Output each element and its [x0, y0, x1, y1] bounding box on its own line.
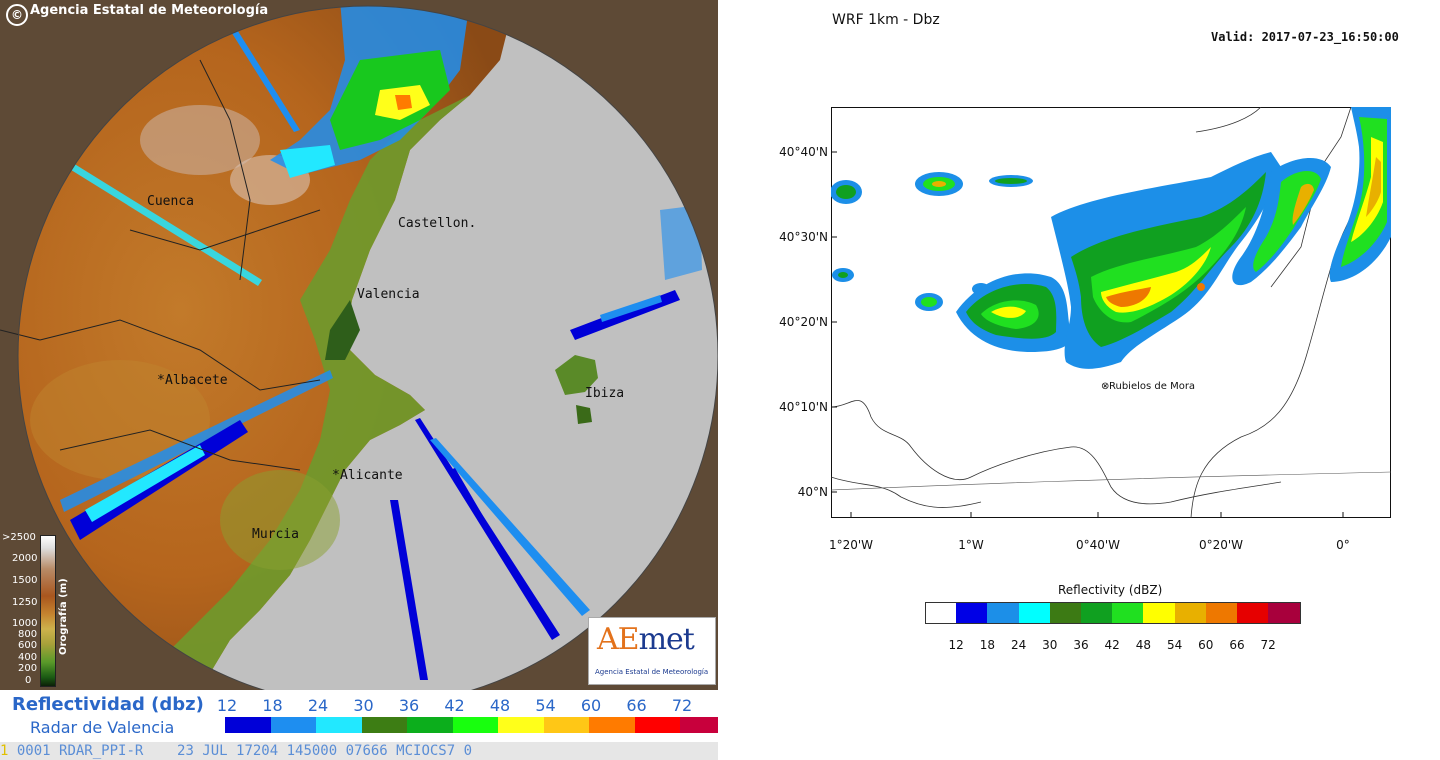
- radar-legend-title: Reflectividad (dbz): [12, 694, 204, 715]
- x-tick-label: 0°20'W: [1198, 538, 1244, 552]
- elevation-scale-label: Orografía (m): [58, 578, 69, 655]
- colorbar-swatch: [956, 602, 990, 624]
- y-tick-label: 40°10'N: [779, 400, 828, 414]
- radar-legend-value: 36: [398, 696, 420, 715]
- colorbar-value: 66: [1229, 638, 1245, 652]
- colorbar-value: 54: [1166, 638, 1183, 652]
- radar-legend-swatch: [270, 717, 317, 733]
- city-label-valencia: Valencia: [357, 287, 420, 302]
- colorbar-value: 24: [1010, 638, 1027, 652]
- colorbar-value: 12: [948, 638, 964, 652]
- colorbar-swatch: [1018, 602, 1052, 624]
- colorbar-swatch: [1049, 602, 1083, 624]
- city-label-castellon: Castellon.: [398, 216, 477, 231]
- x-tick-label: 1°20'W: [828, 538, 874, 552]
- city-label-murcia: Murcia: [252, 527, 299, 542]
- colorbar-swatch: [987, 602, 1021, 624]
- colorbar-value: 30: [1042, 638, 1058, 652]
- elev-tick: 1500: [12, 575, 38, 586]
- radar-legend-value: 54: [535, 696, 556, 715]
- colorbar-value: 42: [1104, 638, 1120, 652]
- radar-legend-swatch: [361, 717, 408, 733]
- radar-legend-swatch: [498, 717, 544, 733]
- y-tick-label: 40°30'N: [779, 230, 828, 244]
- wrf-title: WRF 1km - Dbz: [832, 12, 940, 28]
- radar-map: [0, 0, 718, 690]
- colorbar-swatch: [925, 602, 959, 624]
- radar-legend-value: 18: [262, 696, 283, 715]
- city-marker-alicante: *: [332, 468, 340, 483]
- aemet-logo-tagline: Agencia Estatal de Meteorología: [595, 668, 709, 676]
- ibiza-island: [555, 355, 598, 395]
- city-label-alicante: Alicante: [340, 468, 403, 483]
- reflectivity-field: [831, 107, 1391, 369]
- elevation-color-bar: [40, 535, 56, 687]
- radar-legend-value: 42: [444, 696, 465, 715]
- colorbar-value: 48: [1135, 638, 1152, 652]
- agency-title: Agencia Estatal de Meteorología: [30, 3, 269, 18]
- radar-legend-swatch: [589, 717, 635, 733]
- radar-legend-value: 60: [580, 696, 602, 715]
- colorbar-value: 18: [979, 638, 996, 652]
- radar-legend-swatch: [225, 717, 271, 733]
- colorbar-value: 72: [1260, 638, 1276, 652]
- colorbar-value: 60: [1198, 638, 1214, 652]
- x-tick-label: 0°: [1336, 538, 1350, 552]
- elev-tick: 800: [18, 629, 38, 640]
- radar-range-disc: [18, 6, 718, 690]
- aemet-logo: AEmet Agencia Estatal de Meteorología: [588, 617, 716, 685]
- elev-tick: 0: [25, 675, 32, 686]
- city-label-ibiza: Ibiza: [585, 386, 625, 401]
- radar-legend-value: 72: [671, 696, 693, 715]
- radar-legend-value: 48: [489, 696, 511, 715]
- elev-tick: 600: [18, 640, 38, 651]
- radar-legend-swatch: [634, 717, 681, 733]
- elev-tick: 1000: [12, 618, 38, 629]
- elev-tick: 200: [18, 663, 38, 674]
- city-marker-albacete: *: [157, 373, 165, 388]
- elev-tick: 2000: [12, 553, 38, 564]
- colorbar-swatch: [1205, 602, 1239, 624]
- colorbar-title: Reflectivity (dBZ): [1058, 583, 1163, 597]
- colorbar-swatch: [1268, 602, 1302, 624]
- coastal-plain: [130, 95, 470, 690]
- radar-legend-swatch: [680, 717, 718, 733]
- colorbar-swatch: [1081, 602, 1114, 624]
- radar-status-line: 1 0001 RDAR_PPI-R 23 JUL 17204 145000 07…: [0, 742, 718, 760]
- y-tick-label: 40°40'N: [779, 145, 828, 159]
- elev-tick: 400: [18, 652, 38, 663]
- radar-legend-value: 30: [353, 696, 374, 715]
- radar-legend-swatch: [452, 717, 499, 733]
- colorbar-swatch: [1237, 602, 1270, 624]
- x-tick-label: 1°W: [958, 538, 984, 552]
- radar-legend-subtitle: Radar de Valencia: [30, 718, 175, 737]
- radar-panel: © Agencia Estatal de Meteorología Cuenca…: [0, 0, 718, 760]
- colorbar-swatch: [1174, 602, 1208, 624]
- rubielos-marker-icon: ⊗: [1101, 381, 1109, 392]
- elev-tick: 1250: [12, 597, 38, 608]
- elev-tick: >2500: [2, 532, 36, 543]
- colorbar-swatch: [1112, 602, 1146, 624]
- aemet-logo-wordmark: AEmet: [597, 622, 695, 657]
- wrf-panel: WRF 1km - Dbz Valid: 2017-07-23_16:50:00: [718, 0, 1440, 760]
- copyright-icon: ©: [6, 4, 28, 26]
- city-label-cuenca: Cuenca: [147, 194, 194, 209]
- radar-legend-swatch: [543, 717, 590, 733]
- wrf-valid-time: Valid: 2017-07-23_16:50:00: [1211, 30, 1399, 44]
- valencia-plain: [325, 300, 360, 360]
- colorbar-value: 36: [1073, 638, 1089, 652]
- radar-legend-swatch: [316, 717, 362, 733]
- y-tick-label: 40°N: [797, 485, 828, 499]
- x-tick-label: 0°40'W: [1075, 538, 1121, 552]
- radar-legend-value: 24: [307, 696, 329, 715]
- wrf-map: ⊗: [831, 107, 1392, 519]
- place-label-rubielos: Rubielos de Mora: [1109, 381, 1196, 392]
- y-tick-label: 40°20'N: [779, 315, 828, 329]
- radar-legend-value: 12: [216, 696, 238, 715]
- city-label-albacete: Albacete: [165, 373, 228, 388]
- radar-legend-value: 66: [626, 696, 647, 715]
- radar-legend-swatch: [407, 717, 453, 733]
- colorbar-swatch: [1143, 602, 1177, 624]
